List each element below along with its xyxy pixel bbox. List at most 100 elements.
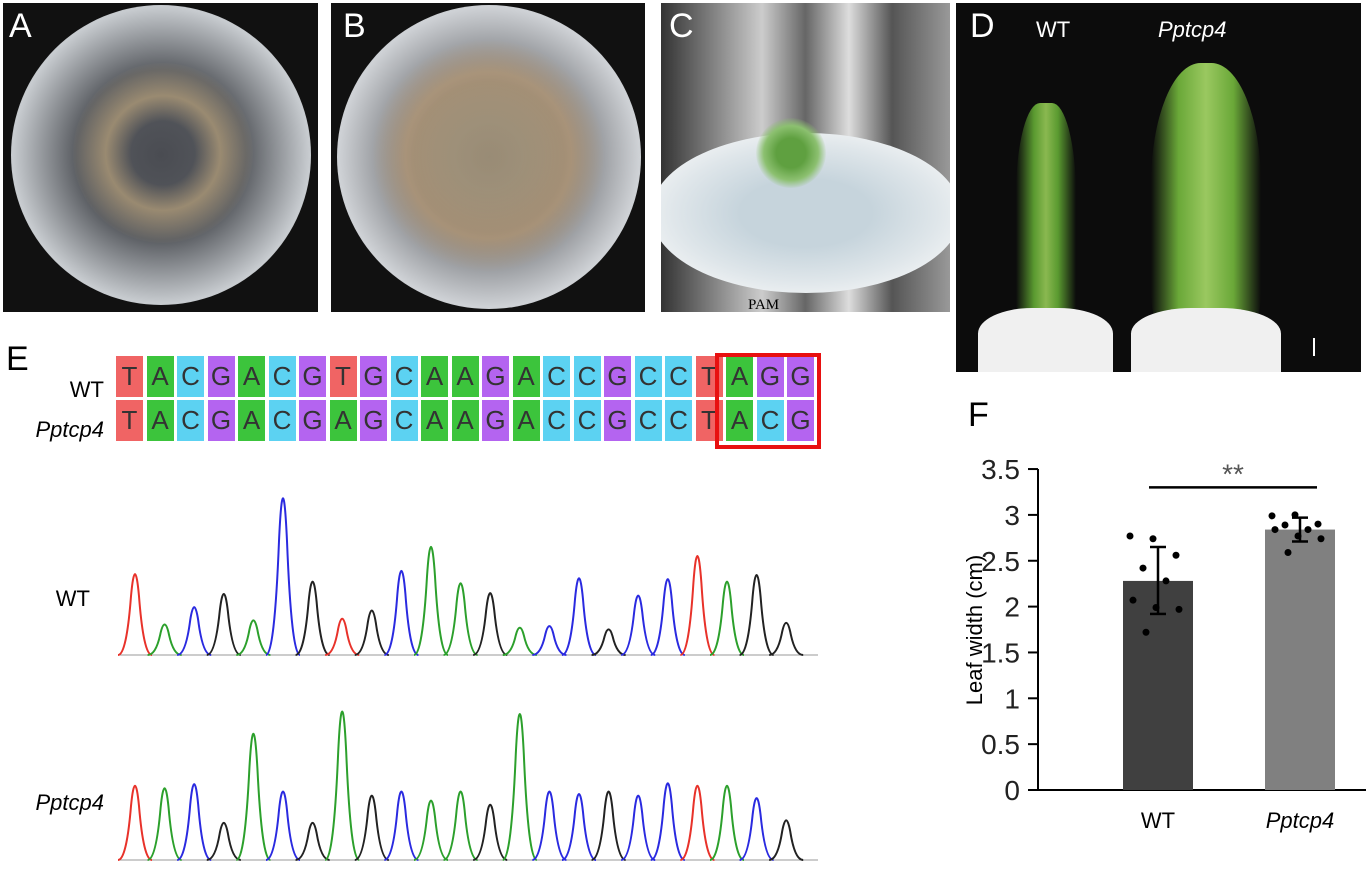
chromatogram-label-mutant: Pptcp4 bbox=[35, 790, 105, 815]
chromatogram-peak bbox=[620, 794, 656, 861]
data-point bbox=[1284, 548, 1292, 556]
y-tick-label: 1.5 bbox=[981, 637, 1020, 668]
scale-bar bbox=[1313, 338, 1315, 356]
base-cell: A bbox=[146, 400, 174, 441]
panel-label-d: D bbox=[970, 7, 995, 45]
data-point bbox=[1129, 596, 1137, 604]
data-point bbox=[1149, 535, 1157, 543]
chromatogram-peak bbox=[384, 790, 419, 861]
base-cell: G bbox=[756, 356, 784, 397]
base-cell: A bbox=[451, 400, 479, 441]
base-cell: A bbox=[726, 400, 753, 441]
chromatogram-peak bbox=[354, 794, 390, 861]
base-cell: G bbox=[207, 356, 235, 397]
pam-label: PAM bbox=[748, 297, 780, 313]
base-cell: T bbox=[329, 356, 357, 397]
base-cell: C bbox=[756, 400, 784, 441]
base-cell: A bbox=[238, 356, 265, 397]
base-cell: A bbox=[146, 356, 174, 397]
panel-label-a: A bbox=[9, 7, 32, 45]
chromatogram-peak bbox=[117, 784, 153, 861]
chromatogram-peak bbox=[591, 628, 626, 656]
data-point bbox=[1268, 512, 1276, 520]
y-tick-label: 3.5 bbox=[981, 454, 1020, 485]
mutant-pot bbox=[1131, 308, 1281, 372]
panel-label-c: C bbox=[669, 7, 694, 45]
wt-label: WT bbox=[1036, 17, 1071, 42]
data-point bbox=[1304, 526, 1312, 534]
base-cell: G bbox=[299, 400, 326, 441]
base-cell: A bbox=[512, 356, 540, 397]
mutant-plant bbox=[1151, 63, 1261, 333]
y-tick-label: 2.5 bbox=[981, 546, 1020, 577]
y-tick-label: 0.5 bbox=[981, 729, 1020, 760]
base-cell: G bbox=[360, 400, 387, 441]
base-cell: G bbox=[299, 356, 326, 397]
data-point bbox=[1152, 604, 1160, 612]
significance-label: ** bbox=[1222, 458, 1244, 489]
chromatogram-peak bbox=[206, 592, 242, 656]
panel-d-photo: D WT Pptcp4 bbox=[956, 3, 1361, 372]
data-point bbox=[1281, 521, 1289, 529]
base-cell: G bbox=[482, 400, 509, 441]
chromatogram-peak bbox=[620, 594, 656, 656]
chromatogram-peak bbox=[176, 783, 212, 861]
wt-plant bbox=[1016, 103, 1076, 333]
base-cell: C bbox=[390, 356, 418, 397]
chromatogram-peak bbox=[709, 580, 745, 656]
base-cell: C bbox=[543, 356, 570, 397]
bar-pptcp4 bbox=[1265, 529, 1335, 790]
chromatogram-peak bbox=[443, 582, 478, 656]
chromatogram-peak bbox=[472, 803, 508, 861]
base-cell: G bbox=[604, 356, 631, 397]
data-point bbox=[1317, 535, 1325, 543]
mutant-label: Pptcp4 bbox=[1158, 17, 1227, 42]
leaf-width-chart: 0 0.5 1 1.5 2 2.5 3 3.5 Leaf width (cm) WT Pptcp4 *… bbox=[962, 454, 1366, 833]
base-cell: C bbox=[573, 356, 601, 397]
chromatogram-peak bbox=[679, 555, 715, 656]
base-cell: C bbox=[268, 400, 296, 441]
chromatogram-peak bbox=[413, 799, 449, 861]
callus-cluster bbox=[371, 38, 606, 273]
chromatogram-peak bbox=[739, 573, 774, 656]
y-tick-label: 0 bbox=[1004, 775, 1020, 806]
chromatogram-peak bbox=[502, 713, 538, 861]
panel-label-b: B bbox=[343, 7, 366, 45]
base-cell: G bbox=[604, 400, 631, 441]
base-cell: T bbox=[116, 400, 143, 441]
chromatogram-peak bbox=[324, 710, 360, 861]
base-cell: C bbox=[634, 400, 662, 441]
panel-a-photo: A bbox=[3, 3, 318, 312]
chromatogram-peak bbox=[295, 821, 330, 861]
base-cell: C bbox=[665, 356, 692, 397]
chromatogram-peak bbox=[235, 732, 271, 861]
chromatogram-peak bbox=[384, 570, 419, 656]
chromatogram-peak bbox=[502, 626, 537, 656]
y-tick-label: 2 bbox=[1004, 592, 1020, 623]
base-cell: C bbox=[390, 400, 418, 441]
chromatogram-peak bbox=[472, 592, 508, 656]
chromatogram-peak bbox=[532, 625, 567, 656]
data-point bbox=[1172, 551, 1180, 559]
chromatogram-peak bbox=[532, 790, 567, 861]
base-cell: A bbox=[238, 400, 265, 441]
bar-wt bbox=[1123, 580, 1193, 790]
base-cell: A bbox=[421, 400, 448, 441]
data-point bbox=[1175, 605, 1183, 613]
base-cell: C bbox=[573, 400, 601, 441]
data-point bbox=[1271, 526, 1279, 534]
base-cell: G bbox=[787, 356, 814, 397]
chromatogram-peak bbox=[265, 497, 301, 656]
base-cell: C bbox=[177, 356, 204, 397]
base-cell: C bbox=[177, 400, 204, 441]
data-point bbox=[1139, 564, 1147, 572]
chromatogram-peak bbox=[561, 577, 597, 656]
panel-b-photo: B bbox=[331, 3, 645, 312]
chromatogram-peak bbox=[413, 545, 449, 656]
pam-highlight-box bbox=[715, 353, 821, 449]
data-point bbox=[1142, 628, 1150, 636]
chromatogram-peak bbox=[325, 617, 360, 656]
chromatogram-peak bbox=[443, 790, 478, 861]
callus-cluster bbox=[73, 63, 253, 243]
chromatogram-peak bbox=[739, 797, 774, 861]
